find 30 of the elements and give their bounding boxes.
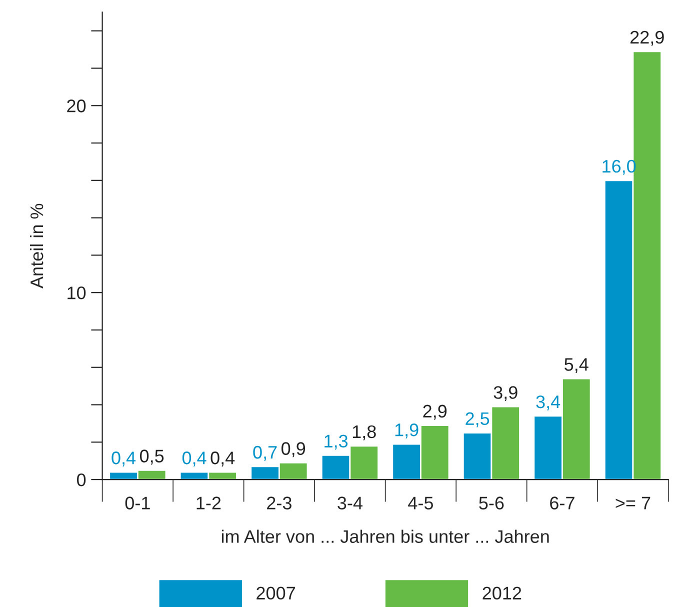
data-label: 0,4 [112, 452, 136, 466]
x-tick-label: 4-5 [408, 496, 433, 510]
data-label: 2,5 [466, 412, 490, 428]
data-label: 22,9 [630, 30, 664, 46]
data-label: 0,9 [282, 442, 306, 458]
y-tick-label: 10 [68, 286, 86, 300]
y-axis-title: Anteil in % [30, 204, 44, 288]
x-tick-label: 0-1 [125, 496, 150, 510]
data-label: 1,3 [324, 434, 348, 450]
data-label: 0,4 [210, 452, 235, 466]
data-label: 3,9 [494, 386, 518, 402]
x-tick-label: >= 7 [616, 496, 650, 510]
legend-label: 2012 [482, 586, 522, 600]
y-tick-label: 20 [67, 100, 86, 112]
data-label: 1,8 [352, 425, 376, 440]
data-label: 2,9 [423, 404, 447, 420]
data-label: 1,9 [395, 423, 418, 438]
x-tick-label: 2-3 [267, 496, 292, 510]
data-label: 3,4 [536, 395, 560, 410]
data-label: 0,4 [182, 452, 206, 466]
data-label: 5,4 [564, 358, 588, 373]
x-tick-label: 6-7 [550, 496, 574, 510]
x-axis-title: im Alter von ... Jahren bis unter ... Jahren [222, 530, 549, 543]
data-label: 0,5 [140, 450, 164, 465]
x-tick-label: 1-2 [196, 496, 221, 510]
data-label: 0,7 [253, 446, 277, 461]
legend-label: 2007 [256, 586, 295, 600]
x-tick-label: 3-4 [338, 496, 362, 510]
x-tick-label: 5-6 [479, 496, 504, 510]
y-tick-label: 0 [76, 473, 86, 486]
